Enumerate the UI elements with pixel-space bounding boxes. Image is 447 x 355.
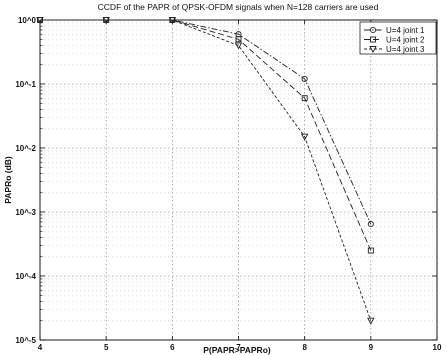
grid-lines [40, 20, 437, 340]
series-1-point [367, 220, 374, 228]
data-series [36, 16, 375, 325]
series-3-point [168, 17, 177, 24]
legend-entry-label: U=4 joint 2 [386, 36, 425, 45]
y-axis-label: PAPRo (dB) [3, 156, 13, 204]
x-tick-label: 5 [104, 343, 109, 352]
series-1-point [301, 75, 308, 82]
legend-entry-label: U=4 joint 3 [386, 45, 425, 54]
x-tick-label: 4 [38, 343, 43, 352]
legend-marker [369, 26, 377, 34]
y-tick-label: 10^0 [18, 16, 37, 25]
x-tick-label: 9 [369, 343, 374, 352]
series-3-point [36, 17, 44, 24]
axes [39, 19, 438, 341]
legend-entry-label: U=4 joint 1 [386, 26, 425, 35]
series-3-point [367, 317, 375, 325]
series-3-point [300, 133, 309, 141]
series-2-point [301, 95, 308, 102]
y-tick-label: 10^-4 [15, 272, 36, 281]
y-tick-label: 10^-1 [15, 80, 36, 89]
series-3-point [234, 42, 243, 50]
y-tick-label: 10^-3 [15, 208, 36, 217]
series-2-point [235, 36, 242, 43]
legend-marker [369, 46, 377, 53]
x-tick-label: 7 [236, 343, 241, 352]
x-tick-label: 10 [433, 343, 442, 352]
legend-marker [370, 36, 376, 43]
series-3-point [102, 17, 110, 24]
y-tick-labels: 10^0 10^-1 10^-2 10^-3 10^-4 10^-5 [15, 16, 36, 345]
x-axis-label: P(PAPR>PAPRo) [203, 345, 271, 355]
x-tick-label: 6 [170, 343, 175, 352]
legend: U=4 joint 1U=4 joint 2U=4 joint 3 [359, 21, 437, 55]
chart-title: CCDF of the PAPR of QPSK-OFDM signals wh… [98, 2, 379, 12]
x-tick-label: 8 [302, 343, 307, 352]
y-tick-label: 10^-5 [15, 336, 36, 345]
plot-frame [39, 19, 438, 341]
x-tick-labels: 4 5 6 7 8 9 10 [38, 343, 442, 352]
series-line-3 [40, 19, 372, 321]
series-2-point [367, 247, 374, 254]
y-tick-label: 10^-2 [15, 144, 36, 153]
